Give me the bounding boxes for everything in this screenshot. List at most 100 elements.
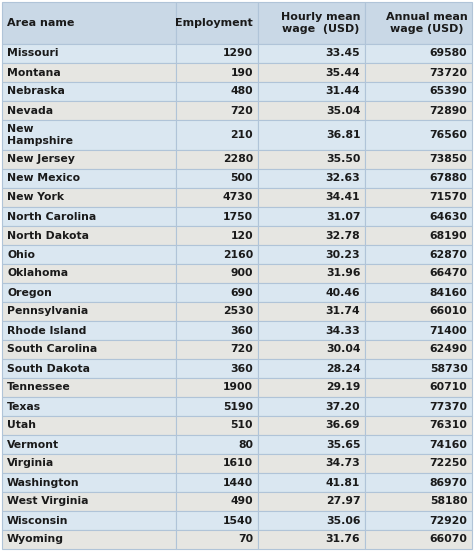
Text: 72250: 72250 bbox=[429, 459, 467, 469]
Text: Utah: Utah bbox=[7, 421, 36, 431]
Text: 2530: 2530 bbox=[223, 306, 253, 316]
Bar bbox=[2, 226, 176, 245]
Text: 71400: 71400 bbox=[430, 325, 467, 335]
Text: Nevada: Nevada bbox=[7, 105, 53, 116]
Text: Ohio: Ohio bbox=[7, 249, 35, 259]
Bar bbox=[365, 2, 473, 44]
Bar bbox=[2, 120, 176, 150]
Text: 36.69: 36.69 bbox=[326, 421, 360, 431]
Bar bbox=[2, 283, 176, 302]
Text: 70: 70 bbox=[238, 535, 253, 545]
Text: 5190: 5190 bbox=[223, 402, 253, 411]
Text: 2280: 2280 bbox=[223, 155, 253, 165]
Text: 71570: 71570 bbox=[430, 193, 467, 203]
Text: 41.81: 41.81 bbox=[326, 478, 360, 488]
Text: 64630: 64630 bbox=[429, 211, 467, 222]
Bar bbox=[2, 264, 176, 283]
Text: 32.78: 32.78 bbox=[326, 230, 360, 240]
Text: 34.41: 34.41 bbox=[326, 193, 360, 203]
Bar bbox=[365, 264, 473, 283]
Text: 65390: 65390 bbox=[430, 86, 467, 97]
Bar bbox=[365, 169, 473, 188]
Bar bbox=[365, 82, 473, 101]
Bar bbox=[2, 302, 176, 321]
Text: 900: 900 bbox=[231, 268, 253, 278]
Text: New Jersey: New Jersey bbox=[7, 155, 75, 165]
Text: 28.24: 28.24 bbox=[326, 363, 360, 373]
Text: 1900: 1900 bbox=[223, 382, 253, 392]
Bar bbox=[2, 321, 176, 340]
Bar bbox=[176, 454, 258, 473]
Bar bbox=[258, 302, 365, 321]
Bar bbox=[176, 378, 258, 397]
Text: Tennessee: Tennessee bbox=[7, 382, 71, 392]
Bar bbox=[176, 492, 258, 511]
Bar bbox=[176, 150, 258, 169]
Text: Wyoming: Wyoming bbox=[7, 535, 64, 545]
Bar bbox=[365, 492, 473, 511]
Bar bbox=[2, 169, 176, 188]
Text: South Dakota: South Dakota bbox=[7, 363, 90, 373]
Text: Pennsylvania: Pennsylvania bbox=[7, 306, 88, 316]
Bar bbox=[258, 120, 365, 150]
Text: 1610: 1610 bbox=[223, 459, 253, 469]
Bar bbox=[176, 473, 258, 492]
Text: 490: 490 bbox=[230, 497, 253, 507]
Bar bbox=[176, 340, 258, 359]
Text: South Carolina: South Carolina bbox=[7, 344, 97, 354]
Text: 31.76: 31.76 bbox=[326, 535, 360, 545]
Text: 35.44: 35.44 bbox=[326, 68, 360, 78]
Bar bbox=[365, 101, 473, 120]
Text: 66010: 66010 bbox=[430, 306, 467, 316]
Bar bbox=[2, 416, 176, 435]
Text: 33.45: 33.45 bbox=[326, 49, 360, 59]
Text: Oregon: Oregon bbox=[7, 287, 52, 297]
Bar bbox=[176, 44, 258, 63]
Text: 62870: 62870 bbox=[429, 249, 467, 259]
Text: Annual mean
wage (USD): Annual mean wage (USD) bbox=[386, 12, 467, 34]
Text: 76310: 76310 bbox=[429, 421, 467, 431]
Text: New
Hampshire: New Hampshire bbox=[7, 124, 73, 146]
Text: 720: 720 bbox=[230, 105, 253, 116]
Text: Rhode Island: Rhode Island bbox=[7, 325, 86, 335]
Bar bbox=[2, 101, 176, 120]
Bar bbox=[176, 321, 258, 340]
Bar bbox=[258, 44, 365, 63]
Text: 86970: 86970 bbox=[430, 478, 467, 488]
Text: Texas: Texas bbox=[7, 402, 41, 411]
Text: 360: 360 bbox=[230, 325, 253, 335]
Bar bbox=[365, 435, 473, 454]
Text: Virginia: Virginia bbox=[7, 459, 54, 469]
Bar bbox=[365, 302, 473, 321]
Text: 480: 480 bbox=[230, 86, 253, 97]
Bar bbox=[258, 359, 365, 378]
Text: 66470: 66470 bbox=[429, 268, 467, 278]
Bar bbox=[365, 454, 473, 473]
Bar bbox=[2, 340, 176, 359]
Bar bbox=[2, 245, 176, 264]
Text: 35.65: 35.65 bbox=[326, 440, 360, 450]
Bar bbox=[365, 321, 473, 340]
Text: 31.74: 31.74 bbox=[326, 306, 360, 316]
Bar bbox=[2, 435, 176, 454]
Text: 30.23: 30.23 bbox=[326, 249, 360, 259]
Bar bbox=[365, 416, 473, 435]
Bar bbox=[258, 340, 365, 359]
Text: New Mexico: New Mexico bbox=[7, 174, 80, 184]
Bar bbox=[2, 63, 176, 82]
Bar bbox=[2, 188, 176, 207]
Bar bbox=[365, 378, 473, 397]
Text: 510: 510 bbox=[231, 421, 253, 431]
Bar bbox=[365, 245, 473, 264]
Text: 1540: 1540 bbox=[223, 516, 253, 526]
Bar bbox=[176, 169, 258, 188]
Bar bbox=[176, 245, 258, 264]
Text: 30.04: 30.04 bbox=[326, 344, 360, 354]
Bar bbox=[365, 397, 473, 416]
Text: Nebraska: Nebraska bbox=[7, 86, 65, 97]
Bar bbox=[365, 359, 473, 378]
Bar bbox=[176, 2, 258, 44]
Bar bbox=[365, 120, 473, 150]
Text: North Dakota: North Dakota bbox=[7, 230, 89, 240]
Bar bbox=[2, 511, 176, 530]
